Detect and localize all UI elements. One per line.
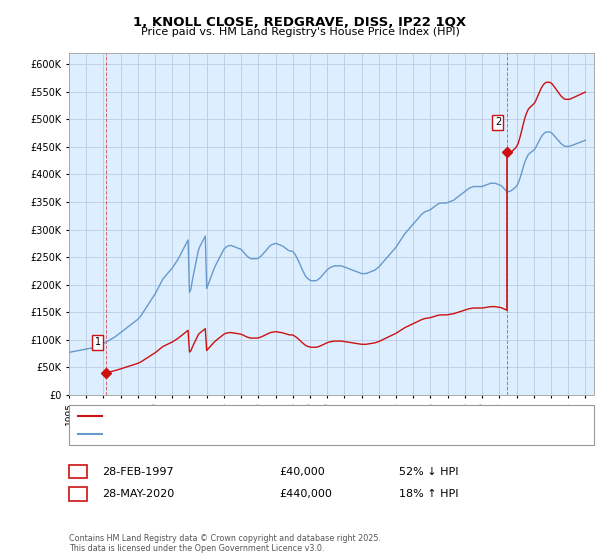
Text: 28-FEB-1997: 28-FEB-1997 xyxy=(102,466,173,477)
Text: 18% ↑ HPI: 18% ↑ HPI xyxy=(399,489,458,499)
Text: 28-MAY-2020: 28-MAY-2020 xyxy=(102,489,174,499)
Text: 1: 1 xyxy=(74,466,82,477)
Text: £40,000: £40,000 xyxy=(279,466,325,477)
Text: 1, KNOLL CLOSE, REDGRAVE, DISS, IP22 1QX: 1, KNOLL CLOSE, REDGRAVE, DISS, IP22 1QX xyxy=(133,16,467,29)
Text: 2: 2 xyxy=(74,489,82,499)
Text: 1: 1 xyxy=(95,338,101,347)
Text: Price paid vs. HM Land Registry's House Price Index (HPI): Price paid vs. HM Land Registry's House … xyxy=(140,27,460,37)
Text: 52% ↓ HPI: 52% ↓ HPI xyxy=(399,466,458,477)
Text: Contains HM Land Registry data © Crown copyright and database right 2025.
This d: Contains HM Land Registry data © Crown c… xyxy=(69,534,381,553)
Text: £440,000: £440,000 xyxy=(279,489,332,499)
Text: 1, KNOLL CLOSE, REDGRAVE, DISS, IP22 1QX (detached house): 1, KNOLL CLOSE, REDGRAVE, DISS, IP22 1QX… xyxy=(108,411,416,421)
Text: 2: 2 xyxy=(495,117,501,127)
Text: HPI: Average price, detached house, Mid Suffolk: HPI: Average price, detached house, Mid … xyxy=(108,429,343,439)
